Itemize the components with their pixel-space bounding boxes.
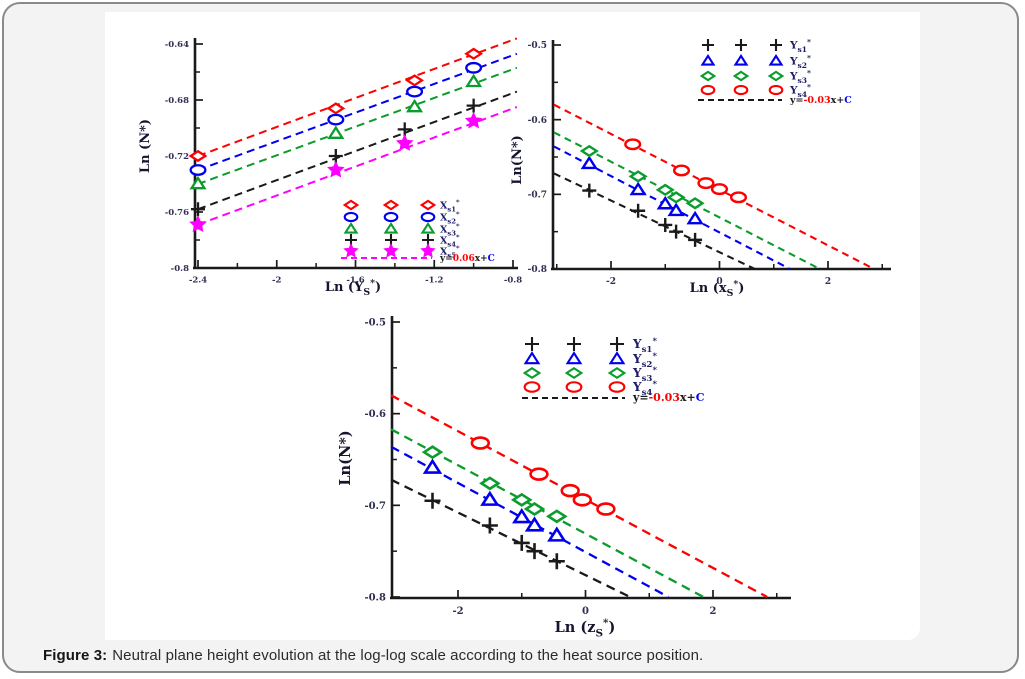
svg-text:Xs3*: Xs3* bbox=[440, 223, 460, 238]
svg-text:-0.72: -0.72 bbox=[165, 152, 189, 162]
svg-text:-0.5: -0.5 bbox=[364, 318, 386, 329]
svg-text:Ys1*: Ys1* bbox=[789, 37, 811, 54]
svg-text:Ln(N*): Ln(N*) bbox=[510, 135, 525, 185]
svg-text:2: 2 bbox=[825, 277, 831, 287]
caption-text: Neutral plane height evolution at the lo… bbox=[112, 647, 704, 664]
svg-text:-0.6: -0.6 bbox=[528, 116, 547, 126]
svg-text:Xs1*: Xs1* bbox=[440, 199, 460, 214]
svg-text:Ln (YS*): Ln (YS*) bbox=[325, 278, 381, 298]
svg-text:-2: -2 bbox=[606, 277, 616, 287]
svg-text:-0.8: -0.8 bbox=[364, 593, 386, 604]
svg-text:Ys4*: Ys4* bbox=[789, 82, 811, 99]
svg-text:Ys3*: Ys3* bbox=[789, 68, 811, 85]
svg-text:-0.6: -0.6 bbox=[364, 409, 386, 420]
svg-text:-0.68: -0.68 bbox=[165, 96, 189, 106]
svg-text:-0.76: -0.76 bbox=[165, 208, 189, 218]
caption-label: Figure 3: bbox=[43, 647, 108, 664]
svg-text:-2: -2 bbox=[272, 276, 282, 286]
svg-text:-0.7: -0.7 bbox=[528, 190, 547, 200]
svg-text:-0.8: -0.8 bbox=[171, 264, 189, 274]
svg-text:-0.7: -0.7 bbox=[364, 501, 386, 512]
figure-caption: Figure 3: Neutral plane height evolution … bbox=[43, 647, 1003, 664]
svg-text:-0.8: -0.8 bbox=[504, 276, 522, 286]
svg-text:Xs4*: Xs4* bbox=[440, 234, 460, 249]
svg-text:0: 0 bbox=[716, 277, 722, 287]
svg-text:y=-0.03x+C: y=-0.03x+C bbox=[632, 391, 705, 404]
svg-text:-1.2: -1.2 bbox=[425, 276, 443, 286]
figure-panel bbox=[105, 12, 920, 640]
svg-text:Ln (zS*): Ln (zS*) bbox=[555, 617, 616, 639]
svg-text:-2: -2 bbox=[452, 606, 463, 617]
svg-text:Ys4*: Ys4* bbox=[632, 379, 657, 398]
svg-text:2: 2 bbox=[710, 606, 717, 617]
svg-text:-0.8: -0.8 bbox=[528, 265, 547, 275]
svg-text:Xs5*: Xs5* bbox=[440, 245, 460, 260]
svg-text:Ys1*: Ys1* bbox=[632, 336, 657, 355]
svg-text:Ys2*: Ys2* bbox=[789, 53, 811, 70]
svg-text:-0.5: -0.5 bbox=[528, 41, 547, 51]
svg-text:y=-0.03x+C: y=-0.03x+C bbox=[789, 95, 852, 106]
svg-text:y=0.06x+C: y=0.06x+C bbox=[439, 254, 495, 264]
svg-text:Xs2*: Xs2* bbox=[440, 211, 460, 226]
svg-text:0: 0 bbox=[582, 606, 589, 617]
svg-text:-0.64: -0.64 bbox=[165, 40, 189, 50]
svg-text:Ln (N*): Ln (N*) bbox=[138, 119, 153, 173]
svg-text:Ln (xS*): Ln (xS*) bbox=[690, 279, 745, 299]
svg-text:Ys2*: Ys2* bbox=[632, 351, 657, 370]
svg-text:Ys3*: Ys3* bbox=[632, 365, 657, 384]
svg-text:Ln(N*): Ln(N*) bbox=[337, 430, 354, 485]
svg-text:-2.4: -2.4 bbox=[189, 276, 207, 286]
svg-text:-1.6: -1.6 bbox=[346, 276, 364, 286]
